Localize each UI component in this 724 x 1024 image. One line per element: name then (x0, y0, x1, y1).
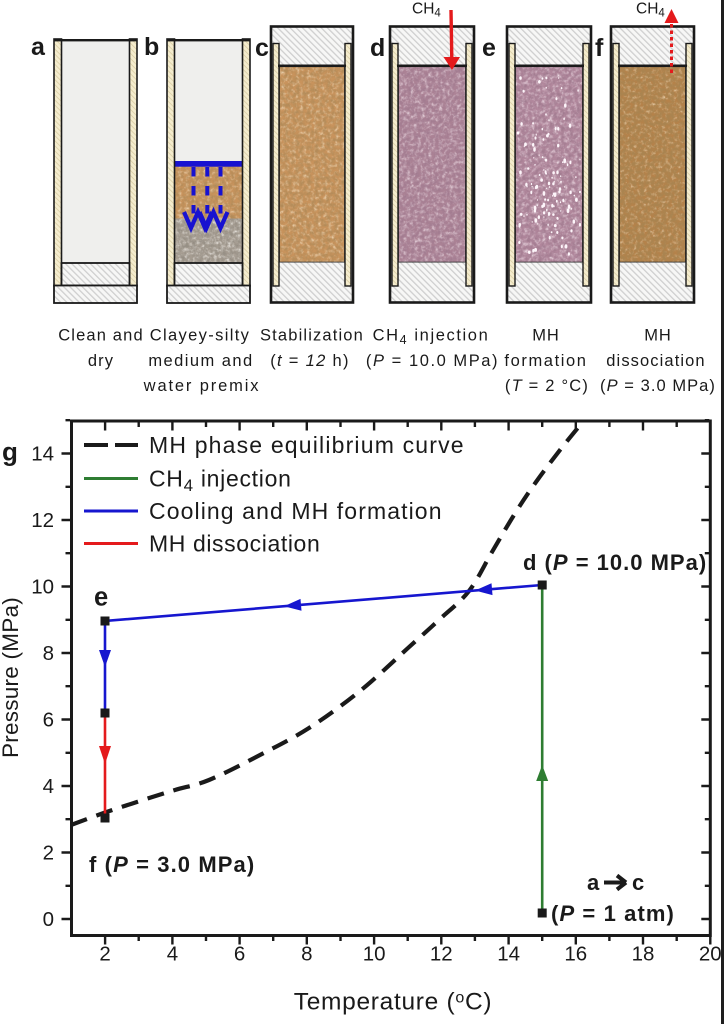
svg-text:8: 8 (301, 943, 312, 966)
svg-text:12: 12 (31, 509, 54, 532)
svg-text:(T = 2 °C): (T = 2 °C) (505, 377, 589, 395)
svg-text:10: 10 (31, 576, 54, 599)
svg-text:12: 12 (430, 943, 453, 966)
svg-text:0: 0 (43, 908, 54, 931)
svg-text:CH4 injection: CH4 injection (373, 327, 490, 348)
svg-text:Clean and: Clean and (58, 327, 144, 345)
svg-text:14: 14 (497, 943, 520, 966)
svg-text:a: a (587, 870, 600, 895)
svg-text:16: 16 (564, 943, 587, 966)
svg-text:18: 18 (632, 943, 655, 966)
svg-text:MH phase equilibrium curve: MH phase equilibrium curve (149, 432, 465, 458)
svg-text:2: 2 (43, 842, 54, 865)
svg-text:f (P = 3.0 MPa): f (P = 3.0 MPa) (89, 852, 255, 877)
svg-text:Clayey-silty: Clayey-silty (150, 327, 251, 345)
svg-text:Cooling and MH formation: Cooling and MH formation (149, 498, 443, 524)
svg-text:d (P = 10.0 MPa): d (P = 10.0 MPa) (523, 550, 707, 575)
svg-text:CH4: CH4 (636, 1, 665, 20)
svg-text:Stabilization: Stabilization (260, 327, 364, 345)
svg-text:CH4: CH4 (412, 1, 441, 20)
svg-text:4: 4 (43, 775, 54, 798)
svg-text:2: 2 (99, 943, 110, 966)
svg-text:8: 8 (43, 642, 54, 665)
svg-text:g: g (2, 437, 18, 467)
svg-text:medium and: medium and (148, 352, 253, 370)
svg-text:f: f (595, 34, 604, 62)
svg-text:Pressure (MPa): Pressure (MPa) (0, 597, 23, 758)
svg-text:e: e (482, 34, 496, 62)
svg-text:a: a (31, 33, 46, 61)
svg-text:14: 14 (31, 443, 54, 466)
svg-text:MH: MH (532, 327, 559, 345)
svg-text:6: 6 (234, 943, 245, 966)
svg-text:4: 4 (167, 943, 178, 966)
svg-text:dry: dry (88, 352, 114, 370)
svg-text:(t = 12 h): (t = 12 h) (270, 352, 350, 370)
svg-text:c: c (255, 34, 269, 62)
svg-text:(P = 3.0 MPa): (P = 3.0 MPa) (600, 377, 716, 395)
svg-text:6: 6 (43, 709, 54, 732)
svg-text:b: b (144, 33, 159, 61)
svg-text:20: 20 (699, 943, 722, 966)
svg-text:water premix: water premix (143, 377, 261, 395)
svg-text:(P = 1 atm): (P = 1 atm) (551, 901, 675, 926)
svg-text:MH dissociation: MH dissociation (149, 531, 320, 557)
svg-text:dissociation: dissociation (606, 352, 705, 370)
svg-text:CH4 injection: CH4 injection (149, 466, 292, 496)
svg-text:10: 10 (363, 943, 386, 966)
svg-text:(P = 10.0 MPa): (P = 10.0 MPa) (366, 352, 499, 370)
svg-text:e: e (94, 584, 108, 612)
svg-text:c: c (632, 870, 644, 895)
svg-text:formation: formation (504, 352, 587, 370)
svg-text:d: d (370, 34, 385, 62)
svg-text:MH: MH (644, 327, 671, 345)
